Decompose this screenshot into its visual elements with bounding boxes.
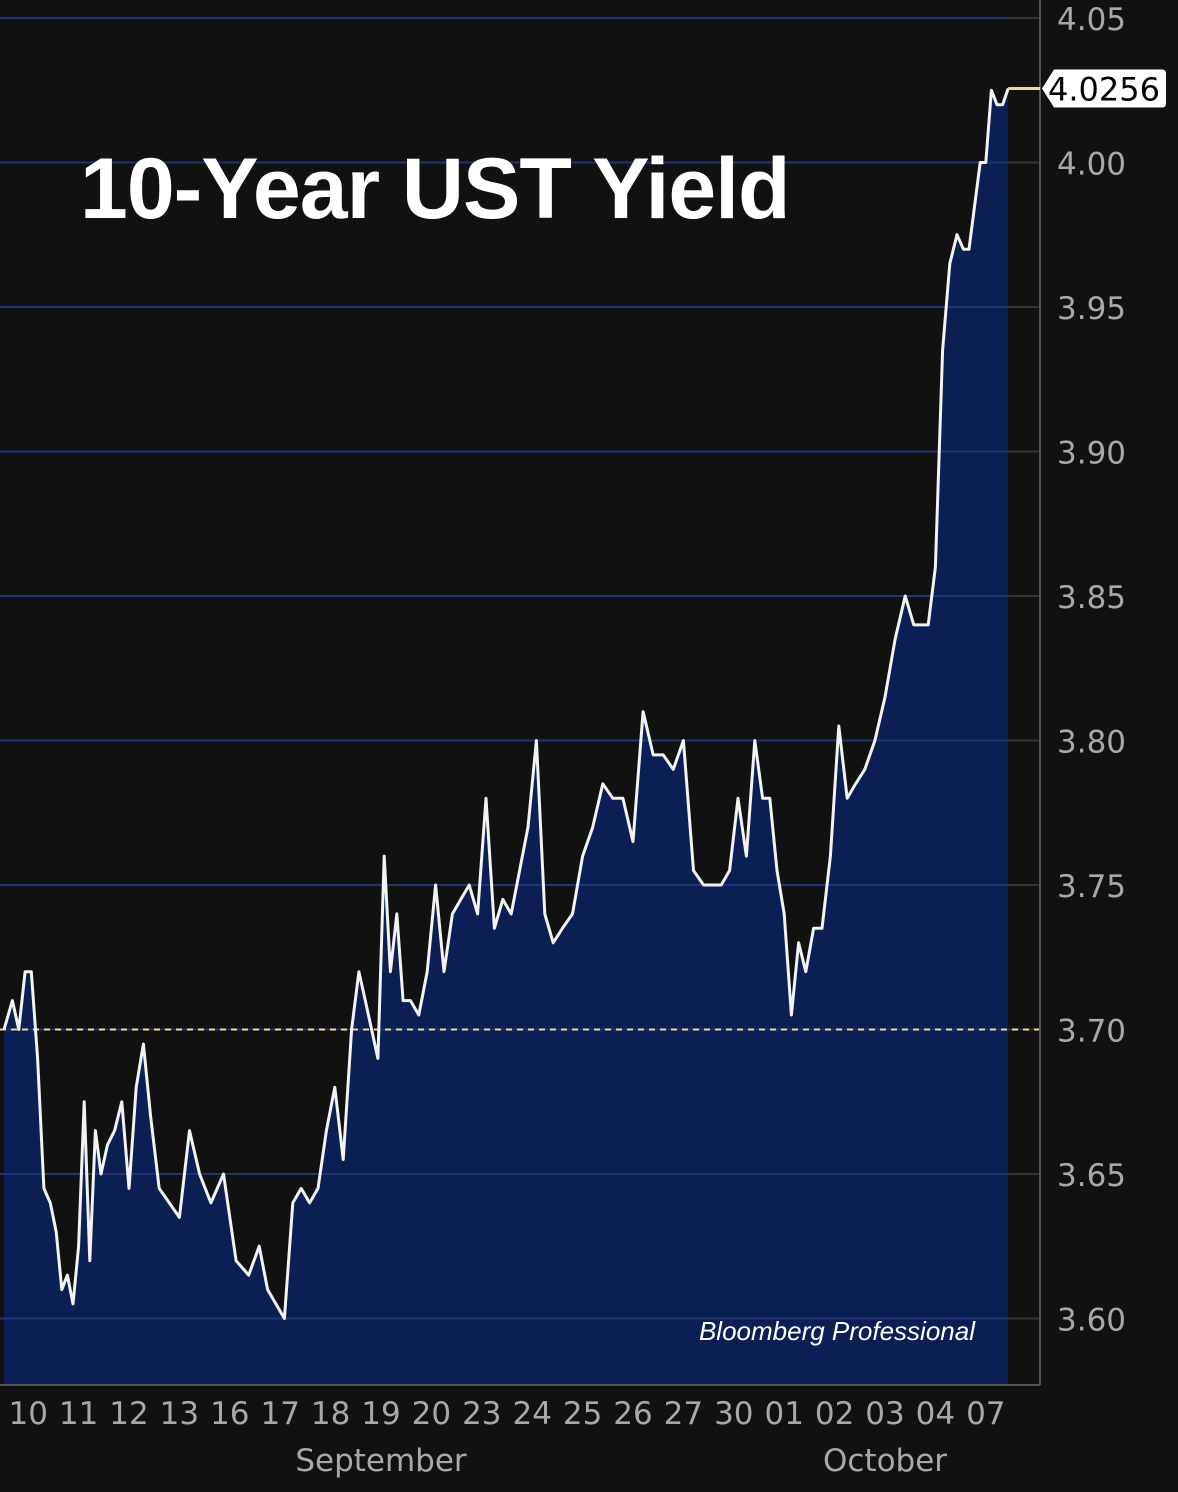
x-tick-label: 26 xyxy=(613,1396,652,1432)
y-tick-label: 3.60 xyxy=(1057,1303,1126,1339)
x-tick-label: 24 xyxy=(512,1396,551,1432)
x-tick-label: 10 xyxy=(8,1396,47,1432)
month-label: October xyxy=(823,1443,947,1479)
source-label: Bloomberg Professional xyxy=(698,1316,975,1346)
area-fill xyxy=(4,88,1009,1385)
y-tick-label: 3.75 xyxy=(1057,869,1126,905)
y-tick-label: 4.00 xyxy=(1057,147,1126,183)
x-tick-label: 18 xyxy=(311,1396,350,1432)
x-tick-label: 20 xyxy=(412,1396,451,1432)
x-tick-label: 25 xyxy=(563,1396,602,1432)
last-value-label: 4.0256 xyxy=(1048,71,1160,109)
y-tick-label: 3.65 xyxy=(1057,1158,1126,1194)
y-tick-label: 3.95 xyxy=(1057,291,1126,327)
y-tick-label: 3.80 xyxy=(1057,725,1126,761)
x-tick-label: 16 xyxy=(210,1396,249,1432)
series-line xyxy=(2,88,1010,1320)
x-tick-label: 01 xyxy=(764,1396,803,1432)
x-tick-label: 30 xyxy=(714,1396,753,1432)
y-tick-label: 3.90 xyxy=(1057,436,1126,472)
x-tick-label: 07 xyxy=(966,1396,1005,1432)
x-tick-label: 02 xyxy=(815,1396,854,1432)
last-value-badge xyxy=(1042,69,1166,108)
x-tick-label: 11 xyxy=(59,1396,98,1432)
x-tick-label: 17 xyxy=(260,1396,299,1432)
x-tick-label: 19 xyxy=(361,1396,400,1432)
y-tick-label: 4.05 xyxy=(1057,2,1126,38)
y-tick-label: 3.85 xyxy=(1057,580,1126,616)
chart-title: 10-Year UST Yield xyxy=(80,141,791,237)
x-tick-label: 03 xyxy=(865,1396,904,1432)
x-tick-label: 12 xyxy=(109,1396,148,1432)
y-tick-label: 3.70 xyxy=(1057,1014,1126,1050)
x-tick-label: 13 xyxy=(160,1396,199,1432)
month-label: September xyxy=(295,1443,467,1479)
x-tick-label: 04 xyxy=(916,1396,955,1432)
x-tick-label: 27 xyxy=(664,1396,703,1432)
x-tick-label: 23 xyxy=(462,1396,501,1432)
